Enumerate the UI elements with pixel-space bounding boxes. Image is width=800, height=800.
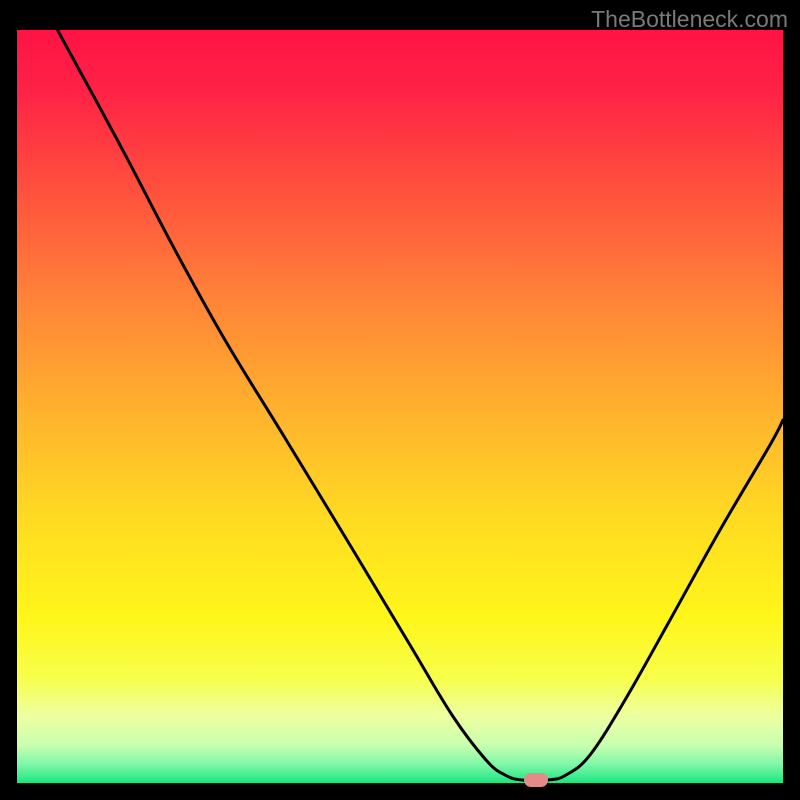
optimal-point-marker [524, 773, 548, 787]
watermark-text: TheBottleneck.com [591, 6, 788, 33]
chart-container: TheBottleneck.com [0, 0, 800, 800]
bottleneck-curve [0, 0, 800, 800]
bottleneck-curve-path [58, 31, 783, 781]
